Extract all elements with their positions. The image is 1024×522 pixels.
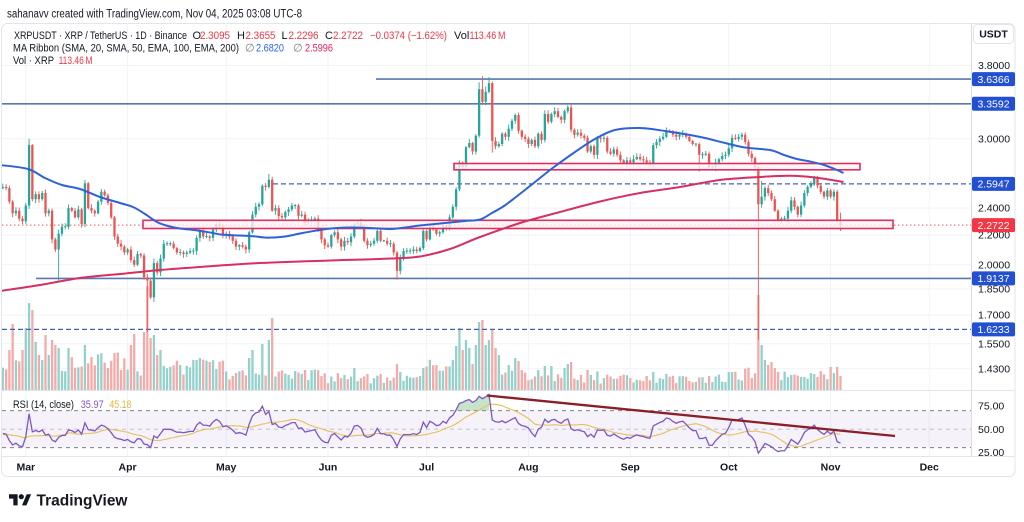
svg-text:XRPUSDT · XRP / TetherUS · 1D: XRPUSDT · XRP / TetherUS · 1D · Binance <box>14 30 187 42</box>
svg-text:2.4000: 2.4000 <box>978 203 1010 215</box>
svg-text:Aug: Aug <box>518 462 538 474</box>
svg-text:2.3655: 2.3655 <box>246 30 276 42</box>
svg-text:75.00: 75.00 <box>978 401 1004 413</box>
svg-text:USDT: USDT <box>979 28 1008 40</box>
svg-text:Oct: Oct <box>720 462 738 474</box>
svg-text:2.2296: 2.2296 <box>289 30 319 42</box>
svg-text:1.9137: 1.9137 <box>977 273 1009 285</box>
svg-text:∅: ∅ <box>293 42 303 54</box>
svg-text:1.8500: 1.8500 <box>978 284 1010 296</box>
svg-text:1.7000: 1.7000 <box>978 310 1010 322</box>
svg-text:May: May <box>216 462 237 474</box>
svg-text:2.5947: 2.5947 <box>977 179 1009 191</box>
svg-text:3.3592: 3.3592 <box>977 99 1009 111</box>
svg-text:113.46 M: 113.46 M <box>470 30 506 42</box>
svg-text:∅: ∅ <box>245 42 255 54</box>
svg-text:Vol: Vol <box>454 30 469 42</box>
svg-text:Apr: Apr <box>119 462 137 474</box>
svg-text:2.2722: 2.2722 <box>333 30 363 42</box>
svg-text:Dec: Dec <box>920 462 939 474</box>
svg-text:1.5500: 1.5500 <box>978 338 1010 350</box>
svg-text:3.6366: 3.6366 <box>977 74 1009 86</box>
svg-text:Jul: Jul <box>419 462 434 474</box>
svg-text:H: H <box>237 30 245 42</box>
svg-text:25.00: 25.00 <box>978 447 1004 459</box>
svg-text:sahanavv created with TradingV: sahanavv created with TradingView.com, N… <box>7 9 302 21</box>
svg-text:1.6233: 1.6233 <box>977 324 1009 336</box>
svg-text:3.0000: 3.0000 <box>978 133 1010 145</box>
svg-text:Mar: Mar <box>16 462 35 474</box>
svg-text:MA Ribbon (SMA, 20, SMA, 50, E: MA Ribbon (SMA, 20, SMA, 50, EMA, 100, E… <box>13 42 239 54</box>
svg-text:2.5996: 2.5996 <box>305 42 333 54</box>
svg-text:2.2000: 2.2000 <box>978 230 1010 242</box>
svg-text:Nov: Nov <box>821 462 841 474</box>
svg-text:2.3095: 2.3095 <box>200 30 230 42</box>
svg-text:Vol · XRP: Vol · XRP <box>13 55 54 67</box>
svg-text:C: C <box>325 30 333 42</box>
svg-text:113.46 M: 113.46 M <box>59 55 93 67</box>
svg-text:35.97: 35.97 <box>81 399 104 411</box>
svg-text:Sep: Sep <box>621 462 640 474</box>
svg-text:2.2722: 2.2722 <box>977 220 1009 232</box>
svg-text:RSI (14, close): RSI (14, close) <box>13 399 74 411</box>
svg-text:45.18: 45.18 <box>109 399 131 411</box>
svg-text:50.00: 50.00 <box>978 424 1004 436</box>
svg-text:TradingView: TradingView <box>37 493 129 510</box>
svg-text:O: O <box>193 30 202 42</box>
svg-text:1.4300: 1.4300 <box>978 363 1010 375</box>
svg-text:2.0000: 2.0000 <box>978 259 1010 271</box>
svg-text:−0.0374 (−1.62%): −0.0374 (−1.62%) <box>370 30 447 42</box>
svg-text:2.6820: 2.6820 <box>256 42 284 54</box>
svg-text:L: L <box>282 30 288 42</box>
svg-text:3.8000: 3.8000 <box>978 60 1010 72</box>
svg-text:Jun: Jun <box>319 462 338 474</box>
